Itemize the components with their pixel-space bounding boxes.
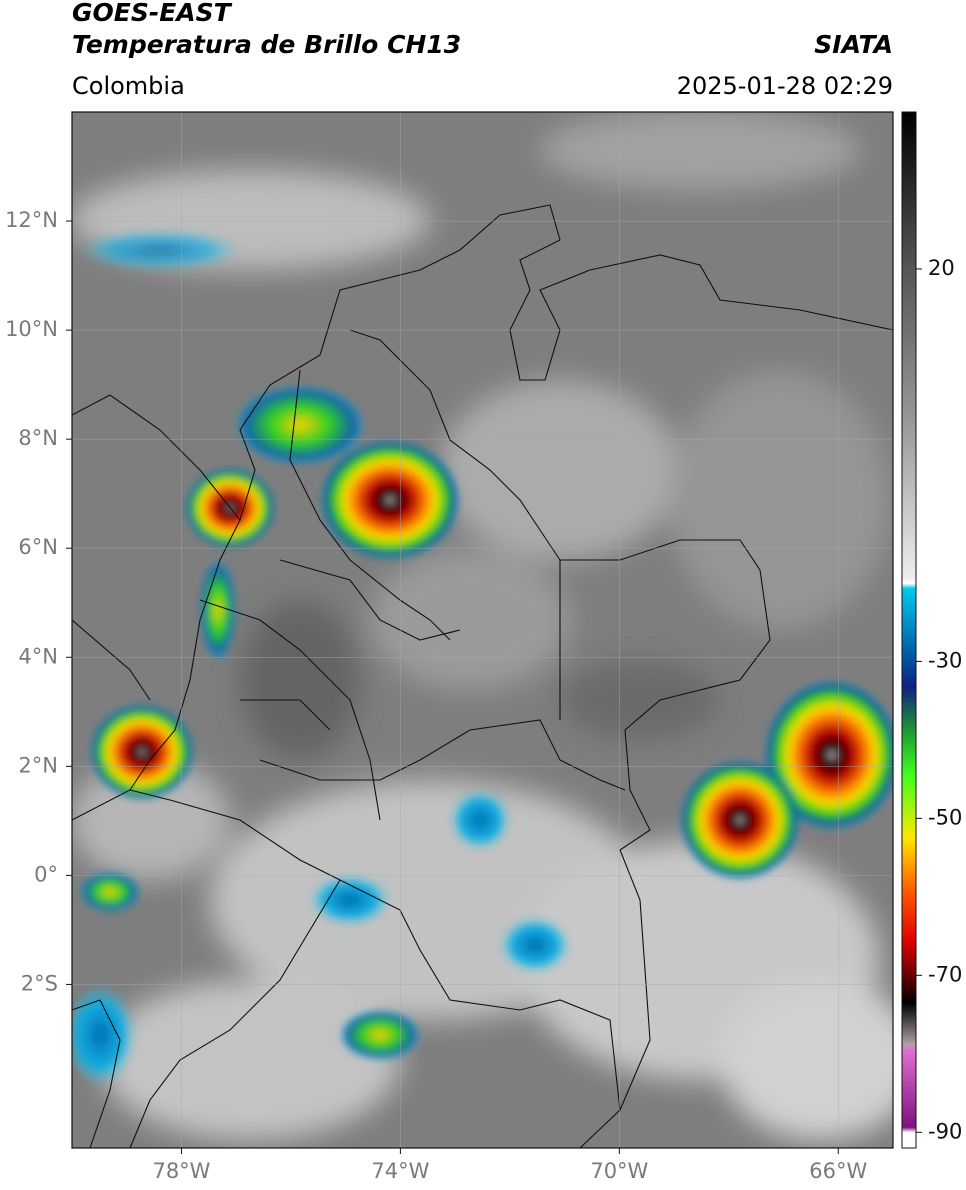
x-tick-label: 74°W <box>371 1159 429 1183</box>
y-tick-label: 2°N <box>18 753 58 777</box>
satellite-image <box>72 112 893 1148</box>
y-tick-label: 8°N <box>18 426 58 450</box>
map-frame <box>71 111 894 1149</box>
colorbar-tick-label: -30 <box>928 648 962 672</box>
x-tick-label: 70°W <box>590 1159 648 1183</box>
y-tick-label: 0° <box>34 862 58 886</box>
region: Colombia <box>72 72 185 100</box>
colorbar-tick-label: 20 <box>928 256 955 280</box>
colorbar-tick-label: -90 <box>928 1119 962 1143</box>
y-tick-label: 6°N <box>18 535 58 559</box>
x-tick-label: 66°W <box>809 1159 867 1183</box>
source: SIATA <box>814 30 893 59</box>
x-tick-label: 78°W <box>152 1159 210 1183</box>
y-tick-label: 12°N <box>5 208 58 232</box>
subtitle: Temperatura de Brillo CH13 <box>72 30 461 59</box>
y-tick-label: 2°S <box>21 971 58 995</box>
timestamp: 2025-01-28 02:29 <box>677 72 893 100</box>
borders <box>72 204 893 1148</box>
colorbar-tick-label: -70 <box>928 962 962 986</box>
colorbar-tick-label: -50 <box>928 805 962 829</box>
colorbar <box>901 111 917 1149</box>
y-tick-label: 10°N <box>5 317 58 341</box>
y-tick-label: 4°N <box>18 644 58 668</box>
title: GOES-EAST <box>72 0 233 27</box>
